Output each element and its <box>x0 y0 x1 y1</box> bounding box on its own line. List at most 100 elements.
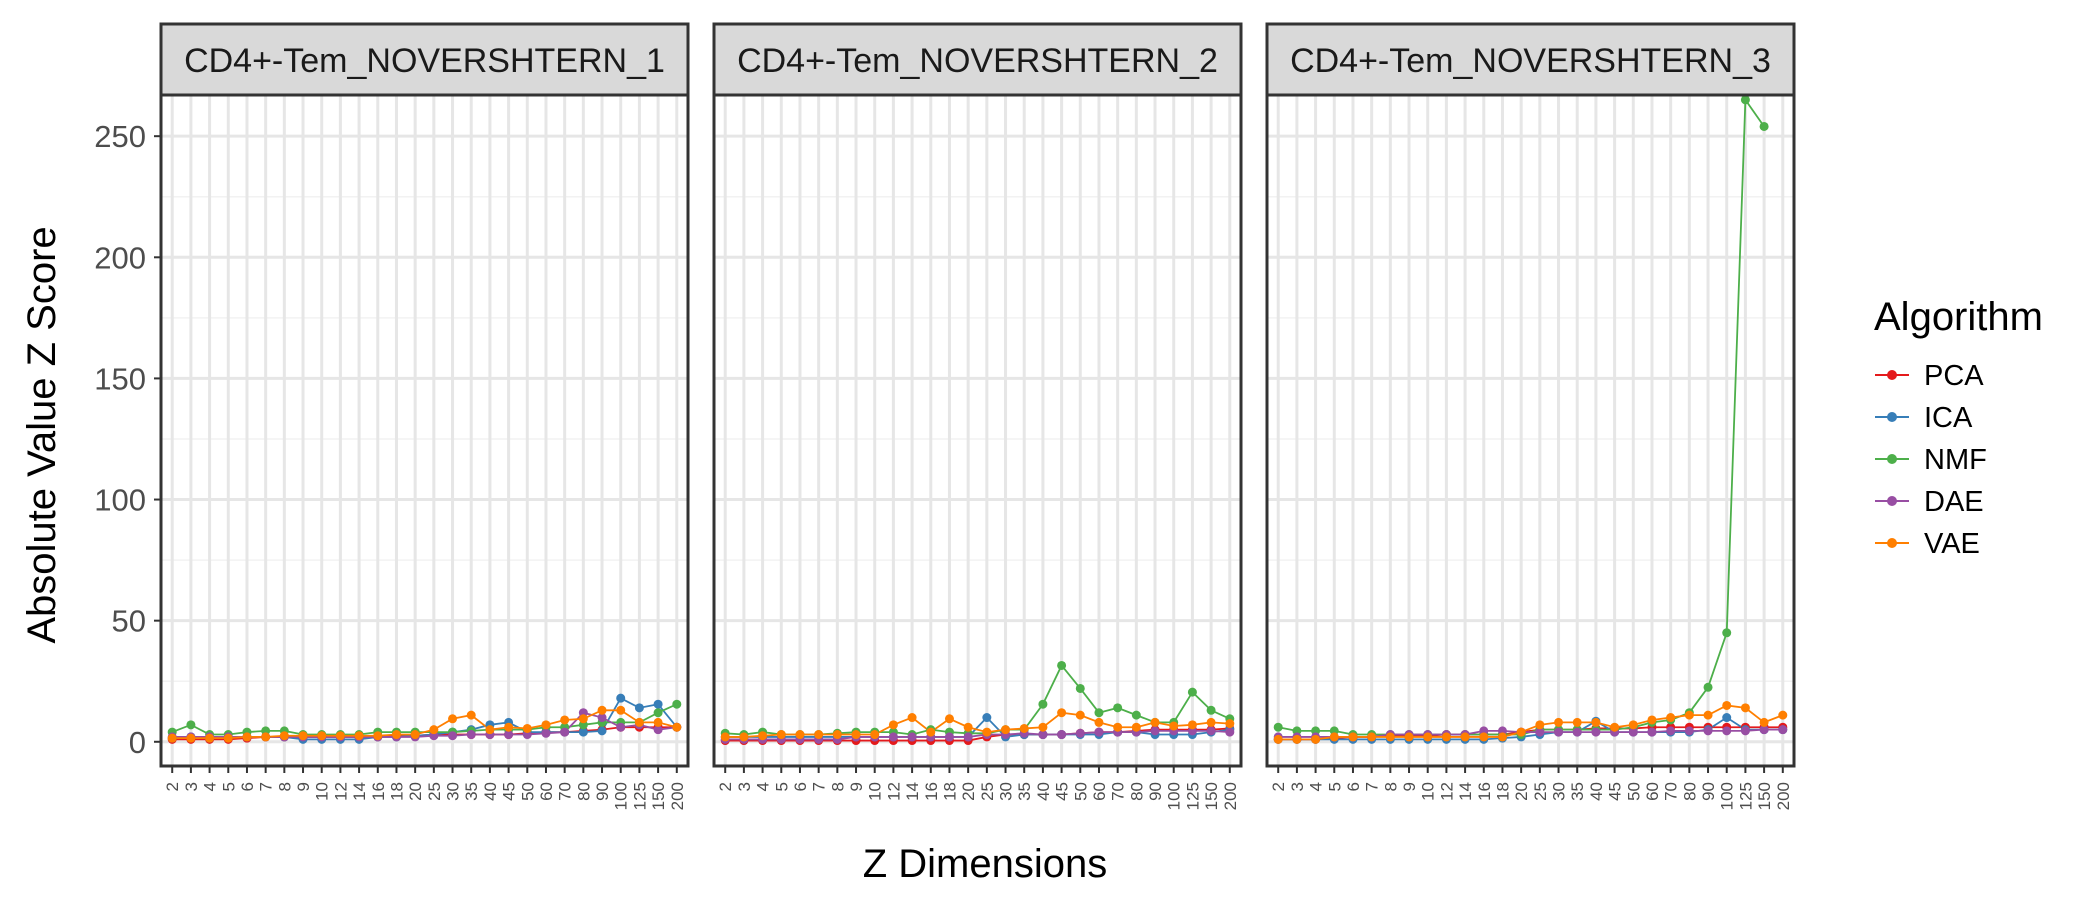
data-point-ica <box>634 703 644 713</box>
data-point-dae <box>907 732 917 742</box>
x-tick-label: 90 <box>593 782 612 801</box>
y-tick-label: 50 <box>112 604 146 639</box>
x-tick-label: 125 <box>630 782 649 810</box>
data-point-vae <box>1404 732 1414 742</box>
data-point-vae <box>1206 717 1216 727</box>
data-point-ica <box>578 727 588 737</box>
legend-item-pca: PCA <box>1875 360 1984 392</box>
data-point-vae <box>1348 732 1358 742</box>
data-point-ica <box>1722 713 1732 723</box>
data-point-vae <box>907 713 917 723</box>
data-point-vae <box>739 732 749 742</box>
data-point-dae <box>1647 727 1657 737</box>
data-point-vae <box>888 720 898 730</box>
data-point-vae <box>1722 700 1732 710</box>
x-tick-label: 12 <box>331 782 350 801</box>
data-point-vae <box>1666 713 1676 723</box>
data-point-dae <box>1722 726 1732 736</box>
data-point-vae <box>1075 710 1085 720</box>
data-point-vae <box>1778 710 1788 720</box>
x-tick-label: 200 <box>668 782 687 810</box>
x-tick-label: 200 <box>1221 782 1240 810</box>
data-point-vae <box>634 717 644 727</box>
x-tick-label: 80 <box>1680 782 1699 801</box>
x-tick-label: 20 <box>959 782 978 801</box>
data-point-vae <box>1094 717 1104 727</box>
x-tick-label: 14 <box>903 782 922 801</box>
data-point-vae <box>1516 727 1526 737</box>
data-point-vae <box>298 731 308 741</box>
data-point-dae <box>616 722 626 732</box>
data-point-nmf <box>1740 95 1750 105</box>
data-point-vae <box>1131 722 1141 732</box>
data-point-vae <box>1329 732 1339 742</box>
data-point-dae <box>888 732 898 742</box>
data-point-vae <box>1497 732 1507 742</box>
x-tick-label: 7 <box>810 782 829 791</box>
legend-key-point <box>1887 454 1897 464</box>
data-point-vae <box>597 705 607 715</box>
data-point-vae <box>1150 717 1160 727</box>
series-line-vae <box>172 709 678 740</box>
data-point-dae <box>1057 730 1067 740</box>
x-tick-label: 100 <box>1718 782 1737 810</box>
legend-label: VAE <box>1924 528 1980 560</box>
data-point-dae <box>1554 727 1564 737</box>
data-point-vae <box>776 730 786 740</box>
data-point-vae <box>373 731 383 741</box>
data-point-vae <box>1225 719 1235 729</box>
legend-label: PCA <box>1924 360 1984 392</box>
data-point-dae <box>1075 728 1085 738</box>
panel-background <box>161 95 688 766</box>
data-point-dae <box>944 732 954 742</box>
data-point-vae <box>851 730 861 740</box>
data-point-nmf <box>1703 682 1713 692</box>
data-point-vae <box>926 727 936 737</box>
data-point-dae <box>466 730 476 740</box>
data-point-vae <box>1554 717 1564 727</box>
data-point-vae <box>1367 732 1377 742</box>
data-point-nmf <box>1057 660 1067 670</box>
data-point-dae <box>1225 727 1235 737</box>
data-point-vae <box>317 731 327 741</box>
data-point-vae <box>870 730 880 740</box>
x-tick-label: 70 <box>1662 782 1681 801</box>
data-point-nmf <box>672 699 682 709</box>
x-tick-label: 4 <box>1307 782 1326 791</box>
x-tick-label: 60 <box>1090 782 1109 801</box>
data-point-dae <box>1038 730 1048 740</box>
data-point-vae <box>448 714 458 724</box>
data-point-vae <box>466 710 476 720</box>
panel-background <box>1267 95 1794 766</box>
data-point-vae <box>653 717 663 727</box>
x-tick-label: 70 <box>1109 782 1128 801</box>
data-point-vae <box>672 722 682 732</box>
data-point-vae <box>720 732 730 742</box>
series-line-ica <box>725 716 1230 738</box>
series-line-vae <box>725 711 1230 738</box>
facets-layer: CD4+-Tem_NOVERSHTERN_12 3 4 5 6 7 8 9 10 12 14 16 18… <box>159 22 1796 810</box>
legend-title: Algorithm <box>1874 295 2043 339</box>
data-point-vae <box>1591 717 1601 727</box>
data-point-vae <box>186 733 196 743</box>
data-point-vae <box>522 723 532 733</box>
data-point-nmf <box>1094 708 1104 718</box>
data-point-nmf <box>186 720 196 730</box>
x-tick-label: 12 <box>884 782 903 801</box>
legend-label: DAE <box>1924 486 1984 518</box>
x-tick-label: 125 <box>1183 782 1202 810</box>
x-tick-label: 20 <box>1512 782 1531 801</box>
x-tick-label: 35 <box>1015 782 1034 801</box>
x-tick-label: 45 <box>1053 782 1072 801</box>
data-point-dae <box>1535 727 1545 737</box>
data-point-vae <box>616 705 626 715</box>
x-tick-label: 80 <box>574 782 593 801</box>
data-point-dae <box>1094 727 1104 737</box>
data-point-vae <box>1057 708 1067 718</box>
data-point-nmf <box>653 708 663 718</box>
x-tick-label: 125 <box>1736 782 1755 810</box>
data-point-vae <box>1311 734 1321 744</box>
data-point-ica <box>653 699 663 709</box>
x-tick-label: 2 <box>1269 782 1288 791</box>
